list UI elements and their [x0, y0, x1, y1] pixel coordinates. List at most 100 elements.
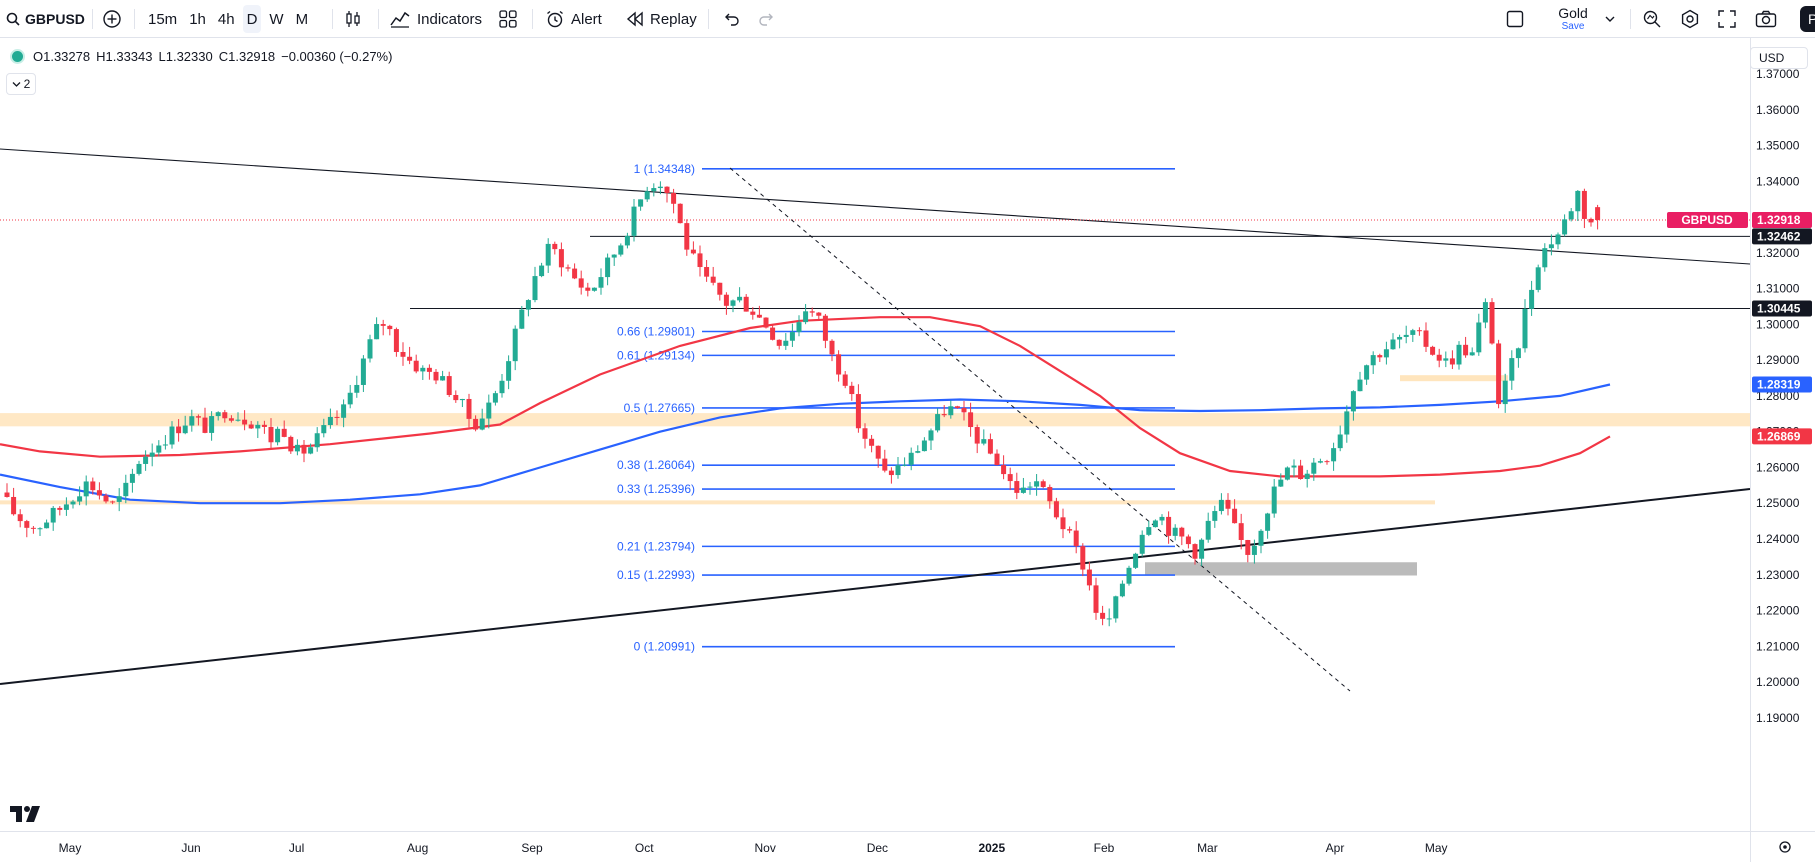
layout-menu-button[interactable]	[1604, 0, 1616, 38]
candle-body	[446, 376, 452, 396]
timeframe-m[interactable]: M	[295, 10, 309, 28]
candle-body	[624, 235, 630, 246]
candle-body	[565, 267, 571, 269]
candle-body	[1304, 473, 1310, 480]
trendline-lower[interactable]	[0, 488, 1751, 685]
ma-red-tag: 1.26869	[1757, 429, 1801, 443]
candle-body	[1509, 358, 1515, 381]
candle-body	[1218, 499, 1224, 512]
currency-select[interactable]: USD	[1750, 47, 1808, 69]
candle-body	[1067, 529, 1073, 531]
candle-body	[1212, 511, 1218, 521]
candle-body	[1496, 343, 1502, 405]
candle-body	[1311, 462, 1317, 474]
price-tags: GBPUSD 1.32918 1.32462 1.30445 1.28319 1.2686…	[1667, 212, 1812, 853]
price-chart[interactable]: 1 (1.34348)0.66 (1.29801)0.61 (1.29134)0…	[0, 38, 1815, 862]
candle-body	[1126, 567, 1132, 584]
snapshot-button[interactable]	[1755, 0, 1777, 38]
publish-button[interactable]: Pu	[1800, 6, 1815, 32]
candle-body	[1383, 349, 1389, 358]
candle-body	[1331, 448, 1337, 462]
candle-body	[321, 425, 327, 434]
redo-icon	[758, 12, 776, 26]
candle-body	[1588, 218, 1594, 223]
candle-body	[1390, 339, 1396, 350]
layout-save-label: Save	[1561, 21, 1585, 32]
candle-body	[525, 300, 531, 310]
chevron-down-icon	[12, 77, 21, 91]
quick-search-button[interactable]	[1642, 0, 1662, 38]
candle-body	[1001, 465, 1007, 475]
settings-button[interactable]	[1680, 0, 1700, 38]
price-tick: 1.19000	[1756, 711, 1800, 725]
candle-body	[1192, 544, 1198, 559]
candle-body	[717, 282, 723, 295]
candle-body	[308, 447, 314, 454]
candle-body	[578, 278, 584, 288]
candle-body	[684, 223, 690, 250]
axis-settings-icon[interactable]	[1779, 841, 1791, 853]
layout-select-button[interactable]	[1505, 0, 1525, 38]
candle-body	[1265, 513, 1271, 531]
templates-button[interactable]	[498, 0, 518, 38]
timeframe-1h[interactable]: 1h	[189, 10, 206, 28]
indicators-button[interactable]: Indicators	[390, 0, 482, 38]
layout-name-button[interactable]: Gold Save	[1548, 0, 1598, 38]
legend-open: O1.33278	[33, 49, 91, 64]
candle-body	[928, 430, 934, 441]
chart-type-button[interactable]	[344, 0, 362, 38]
candle-body	[37, 528, 43, 530]
replay-button[interactable]: Replay	[626, 0, 697, 38]
timeframe-d[interactable]: D	[242, 5, 262, 33]
candle-body	[143, 456, 149, 464]
candle-body	[1152, 520, 1158, 528]
fib-level-label: 0 (1.20991)	[634, 640, 695, 654]
tradingview-logo-icon[interactable]	[10, 805, 42, 828]
candle-body	[882, 458, 888, 471]
alarm-clock-icon	[545, 9, 565, 29]
symbol-search[interactable]: GBPUSD	[6, 0, 85, 38]
timeframe-4h[interactable]: 4h	[217, 10, 235, 28]
time-tick: 2025	[978, 841, 1005, 855]
candle-body	[776, 339, 782, 346]
candle-body	[836, 354, 842, 375]
time-axis[interactable]: May Jun Jul Aug Sep Oct Nov Dec 2025 Feb Mar Apr May	[59, 841, 1448, 855]
candle-body	[1357, 379, 1363, 392]
candle-body	[849, 385, 855, 395]
redo-button[interactable]	[758, 0, 776, 38]
candle-body	[1047, 486, 1053, 502]
candle-body	[816, 312, 822, 316]
fullscreen-button[interactable]	[1718, 0, 1736, 38]
timeframe-15m[interactable]: 15m	[148, 10, 178, 28]
alert-button[interactable]: Alert	[545, 0, 602, 38]
timeframe-w[interactable]: W	[269, 10, 284, 28]
candle-body	[189, 416, 195, 426]
compare-symbol-button[interactable]	[102, 0, 122, 38]
candle-body	[644, 191, 650, 200]
candle-body	[440, 376, 446, 381]
candle-body	[558, 249, 564, 268]
fib-retracement[interactable]: 1 (1.34348)0.66 (1.29801)0.61 (1.29134)0…	[617, 162, 1175, 654]
ohlc-legend: O1.33278 H1.33343 L1.32330 C1.32918 −0.0…	[12, 49, 392, 64]
candle-body	[176, 426, 182, 434]
candle-body	[1073, 530, 1079, 547]
candle-body	[17, 514, 23, 522]
trendline-dashed[interactable]	[729, 167, 1351, 692]
candle-body	[1548, 244, 1554, 249]
rewind-icon	[626, 11, 644, 27]
candle-body	[486, 402, 492, 419]
candle-body	[842, 374, 848, 386]
undo-button[interactable]	[722, 0, 740, 38]
candle-body	[1489, 302, 1495, 344]
candle-body	[1397, 336, 1403, 340]
search-zoom-icon	[1642, 9, 1662, 29]
price-axis[interactable]: 1.370001.360001.350001.340001.330001.320…	[1756, 67, 1800, 725]
candle-body	[492, 393, 498, 403]
trendline-upper[interactable]	[0, 148, 1751, 265]
zone-band	[1145, 562, 1417, 576]
candle-body	[1093, 585, 1099, 613]
indicators-collapse-button[interactable]: 2	[6, 73, 36, 95]
candle-body	[50, 507, 56, 523]
time-tick: Mar	[1197, 841, 1218, 855]
candle-body	[433, 371, 439, 381]
